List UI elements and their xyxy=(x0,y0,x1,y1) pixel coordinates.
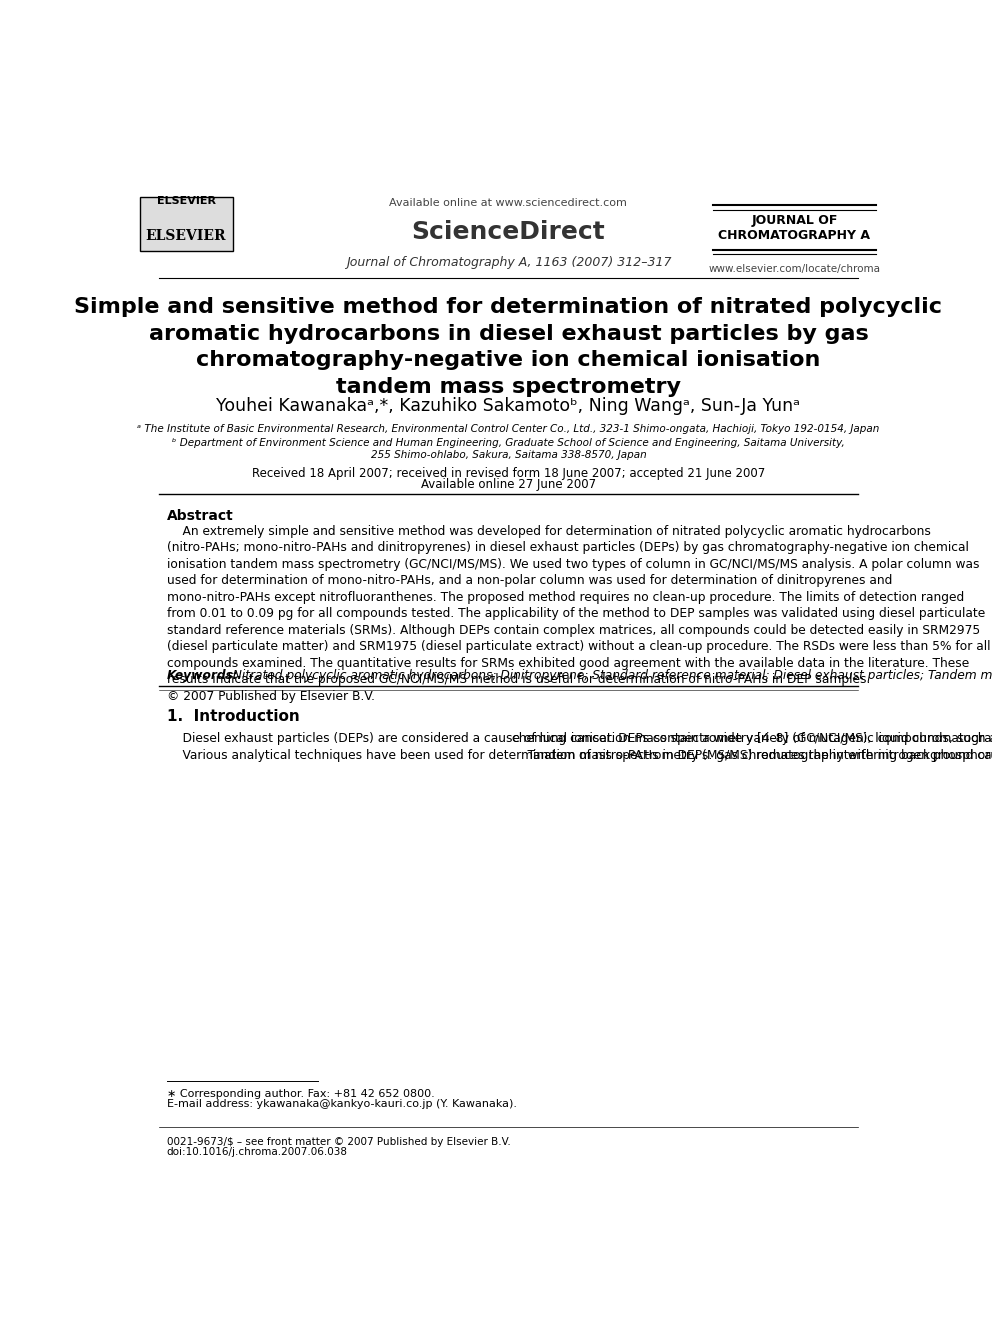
Text: Received 18 April 2007; received in revised form 18 June 2007; accepted 21 June : Received 18 April 2007; received in revi… xyxy=(252,467,765,480)
Text: 1.  Introduction: 1. Introduction xyxy=(167,709,300,724)
Text: Diesel exhaust particles (DEPs) are considered a cause of lung cancer. DEPs cont: Diesel exhaust particles (DEPs) are cons… xyxy=(167,733,992,762)
Text: Youhei Kawanakaᵃ,*, Kazuhiko Sakamotoᵇ, Ning Wangᵃ, Sun-Ja Yunᵃ: Youhei Kawanakaᵃ,*, Kazuhiko Sakamotoᵇ, … xyxy=(216,397,801,415)
FancyBboxPatch shape xyxy=(140,197,232,251)
Text: Abstract: Abstract xyxy=(167,509,233,523)
Text: Nitrated polycyclic aromatic hydrocarbons; Dinitropyrene; Standard reference mat: Nitrated polycyclic aromatic hydrocarbon… xyxy=(225,669,992,683)
Text: ELSEVIER: ELSEVIER xyxy=(157,196,215,206)
Text: doi:10.1016/j.chroma.2007.06.038: doi:10.1016/j.chroma.2007.06.038 xyxy=(167,1147,347,1158)
Text: 0021-9673/$ – see front matter © 2007 Published by Elsevier B.V.: 0021-9673/$ – see front matter © 2007 Pu… xyxy=(167,1136,510,1147)
Text: An extremely simple and sensitive method was developed for determination of nitr: An extremely simple and sensitive method… xyxy=(167,524,990,703)
Text: Keywords:: Keywords: xyxy=(167,669,238,683)
Text: ∗ Corresponding author. Fax: +81 42 652 0800.: ∗ Corresponding author. Fax: +81 42 652 … xyxy=(167,1089,434,1099)
Text: ᵃ The Institute of Basic Environmental Research, Environmental Control Center Co: ᵃ The Institute of Basic Environmental R… xyxy=(137,425,880,434)
Text: Available online 27 June 2007: Available online 27 June 2007 xyxy=(421,479,596,491)
Text: chemical ionisation mass spectrometry [4–8] (GC/NCI/MS), liquid chromatography w: chemical ionisation mass spectrometry [4… xyxy=(512,733,992,762)
Text: www.elsevier.com/locate/chroma: www.elsevier.com/locate/chroma xyxy=(708,263,880,274)
Text: Journal of Chromatography A, 1163 (2007) 312–317: Journal of Chromatography A, 1163 (2007)… xyxy=(345,257,672,269)
Text: E-mail address: ykawanaka@kankyo-kauri.co.jp (Y. Kawanaka).: E-mail address: ykawanaka@kankyo-kauri.c… xyxy=(167,1099,517,1109)
Text: ELSEVIER: ELSEVIER xyxy=(146,229,226,242)
Text: JOURNAL OF
CHROMATOGRAPHY A: JOURNAL OF CHROMATOGRAPHY A xyxy=(718,214,870,242)
Text: ScienceDirect: ScienceDirect xyxy=(412,220,605,243)
Text: Simple and sensitive method for determination of nitrated polycyclic
aromatic hy: Simple and sensitive method for determin… xyxy=(74,298,942,397)
Text: ᵇ Department of Environment Science and Human Engineering, Graduate School of Sc: ᵇ Department of Environment Science and … xyxy=(172,438,845,460)
Text: Available online at www.sciencedirect.com: Available online at www.sciencedirect.co… xyxy=(390,198,627,209)
